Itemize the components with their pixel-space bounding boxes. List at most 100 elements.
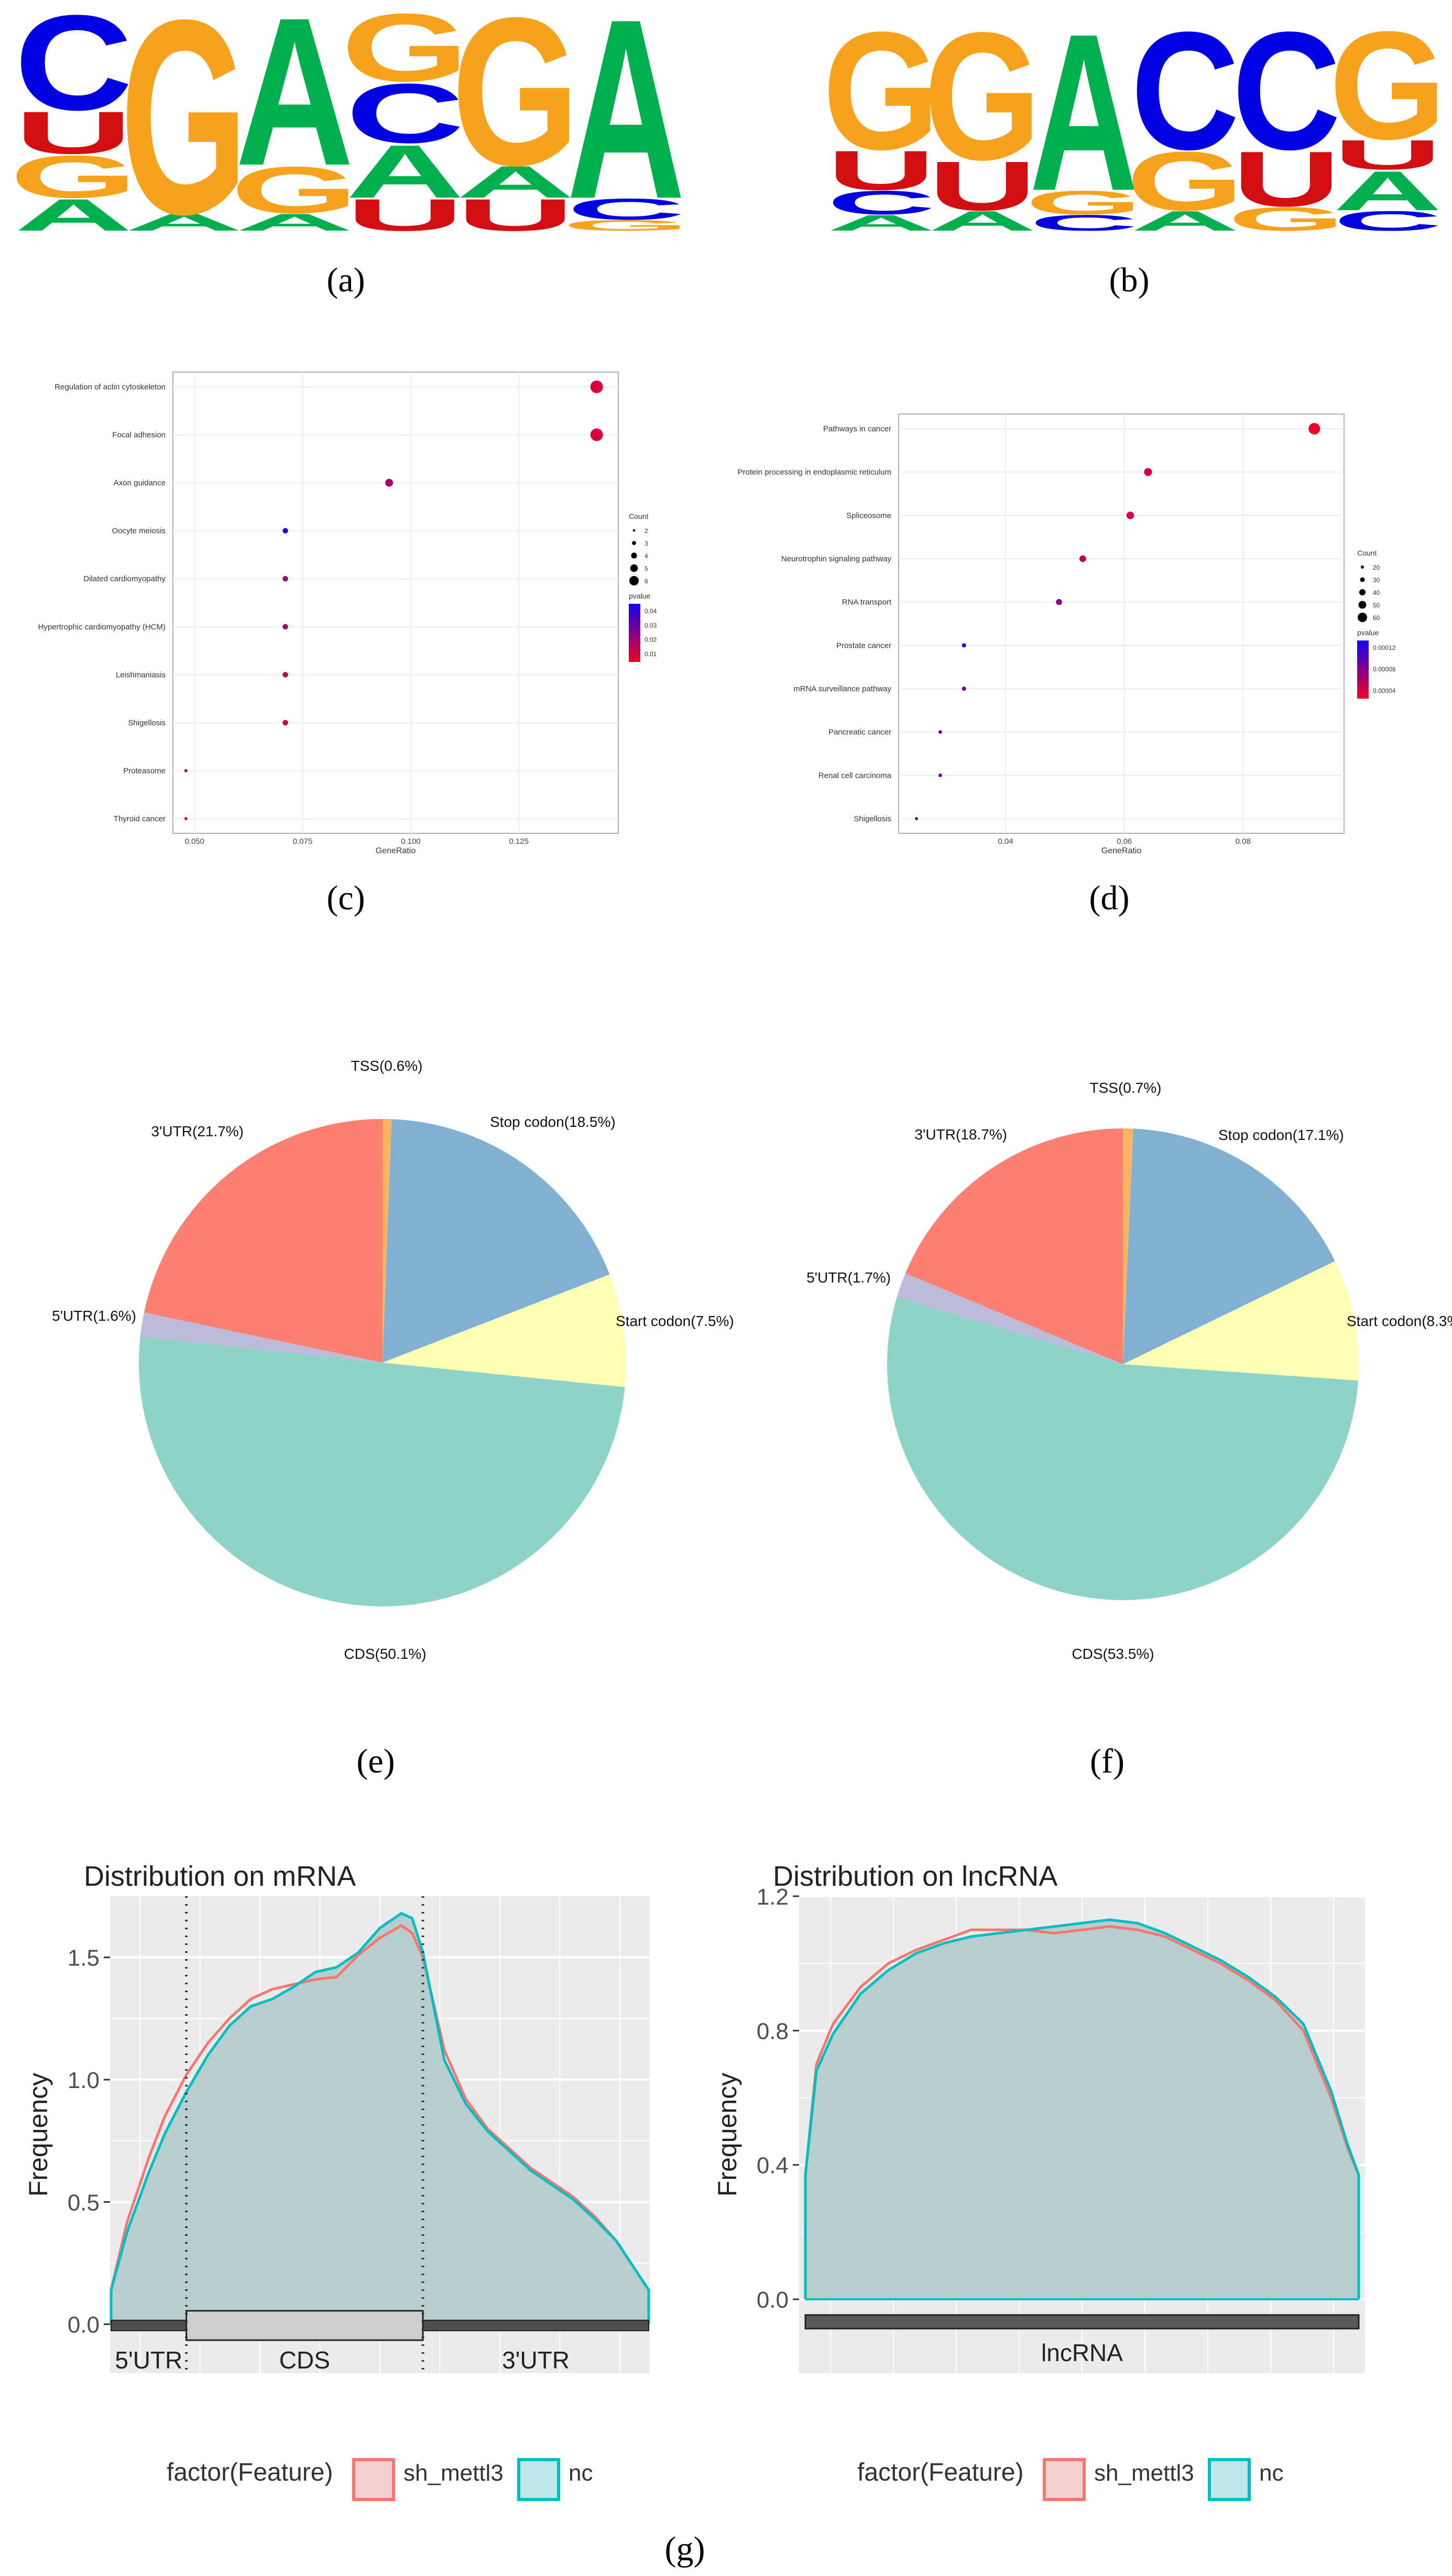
pie-slice-label: 5'UTR(1.7%)	[806, 1269, 891, 1286]
y-category-label: Prostate cancer	[836, 641, 891, 650]
legend-title: factor(Feature)	[167, 2459, 333, 2486]
y-category-label: Leishmaniasis	[116, 670, 166, 679]
data-point	[938, 773, 942, 777]
data-point	[184, 817, 188, 820]
data-point	[282, 624, 288, 630]
pie-slice	[383, 1274, 626, 1387]
pvalue-colorbar-step	[1357, 660, 1369, 664]
pvalue-colorbar-step	[629, 653, 640, 656]
legend-key-sh-mettl3	[1043, 2458, 1086, 2501]
density-fill	[805, 1919, 1359, 2300]
y-category-label: Focal adhesion	[112, 431, 166, 440]
count-legend-key	[631, 552, 637, 559]
y-category-label: Oocyte meiosis	[112, 527, 166, 536]
pvalue-legend-title: pvalue	[1357, 628, 1379, 637]
pvalue-legend-tick: 0.04	[645, 607, 657, 615]
y-tick-label: 0.8	[757, 2018, 789, 2044]
data-point	[1144, 468, 1152, 476]
logo-a-letter-A: A	[235, 0, 354, 210]
logo-b-letter-U: U	[1232, 135, 1340, 223]
pie-slice	[144, 1119, 383, 1363]
y-category-label: Thyroid cancer	[114, 814, 166, 823]
count-legend-key	[630, 564, 638, 572]
y-tick-label: 1.0	[68, 2068, 100, 2093]
logo-a-letter-A: A	[346, 129, 464, 214]
logo-a-letter-G: G	[341, 0, 469, 102]
pvalue-colorbar-step	[1357, 692, 1369, 696]
pie-slice-label: Start codon(7.5%)	[616, 1313, 734, 1329]
pvalue-colorbar-step	[1357, 689, 1369, 693]
y-category-label: Hypertrophic cardiomyopathy (HCM)	[38, 623, 166, 632]
pvalue-legend-tick: 0.00004	[1373, 687, 1396, 694]
pie-slice	[897, 1273, 1123, 1364]
density-plot-mrna: 0.0 0.5 1.0 1.5 Distribution on mRNA Frequenc…	[24, 1861, 650, 2374]
data-point	[282, 528, 288, 534]
logo-b-letter-A: A	[1030, 0, 1138, 238]
region-label: 5'UTR	[115, 2346, 182, 2374]
legend-label-sh-mettl3: sh_mettl3	[1094, 2460, 1194, 2486]
legend-title: factor(Feature)	[857, 2459, 1023, 2486]
pvalue-colorbar-step	[629, 604, 640, 607]
logo-a-letter-G: G	[452, 0, 580, 210]
data-point	[385, 479, 394, 487]
y-category-label: Proteasome	[123, 766, 166, 775]
pie-slice-label: 3'UTR(21.7%)	[151, 1123, 244, 1139]
cds-bar	[185, 2310, 424, 2341]
pvalue-legend-title: pvalue	[629, 592, 650, 600]
logo-a-letter-U: U	[456, 190, 575, 241]
logo-a-letter-A: A	[125, 209, 243, 235]
data-point	[590, 381, 603, 393]
data-point	[915, 817, 918, 820]
y-tick-label: 0.5	[68, 2190, 100, 2215]
logo-a-letter-G: G	[231, 153, 358, 227]
pie-slice	[139, 1336, 625, 1606]
count-legend-label: 30	[1373, 577, 1380, 584]
data-point	[1079, 555, 1086, 562]
data-point	[962, 643, 966, 648]
logo-b-letter-U: U	[928, 147, 1036, 225]
y-category-label: Protein processing in endoplasmic reticu…	[738, 468, 891, 477]
density-fill	[111, 1913, 649, 2324]
data-point	[282, 720, 288, 726]
pvalue-colorbar-step	[629, 658, 640, 662]
pvalue-colorbar-step	[629, 624, 640, 627]
logo-b-letter-U: U	[1334, 131, 1442, 178]
density-line-sh_mettl3	[804, 1925, 1360, 2300]
count-legend-title: Count	[1357, 549, 1377, 557]
panel-label-d: (d)	[1089, 879, 1130, 917]
logo-b-letter-G: G	[1127, 135, 1243, 229]
plot-border	[172, 372, 619, 834]
logo-b-letter-A: A	[1334, 159, 1442, 222]
count-legend-key	[1360, 577, 1365, 582]
pvalue-legend-tick: 0.01	[645, 650, 657, 658]
x-tick-label: 0.08	[1236, 837, 1251, 846]
logo-a-letter-C: C	[346, 66, 464, 160]
logo-b-letter-C: C	[1030, 210, 1138, 235]
count-legend-key	[1361, 566, 1364, 569]
pvalue-colorbar-step	[1357, 669, 1369, 673]
legend-feature-right: factor(Feature) sh_mettl3 nc	[857, 2458, 1283, 2501]
kegg-dotplot-d: 0.04 0.06 0.08 GeneRatio Pathways in cancer P…	[738, 414, 1396, 855]
panel-title: Distribution on mRNA	[84, 1861, 356, 1892]
logo-b-letter-A: A	[827, 210, 935, 235]
pvalue-colorbar-step	[1357, 666, 1369, 670]
count-legend-label: 60	[1373, 614, 1380, 622]
logo-b-letter-G: G	[1025, 184, 1142, 222]
x-tick-label: 0.125	[509, 837, 529, 846]
count-legend-label: 3	[645, 540, 648, 547]
pvalue-colorbar-step	[1357, 681, 1369, 684]
x-tick-label: 0.100	[401, 837, 421, 846]
panel-label-e: (e)	[356, 1742, 395, 1780]
data-point	[1308, 423, 1320, 434]
data-point	[938, 730, 942, 734]
pvalue-colorbar-step	[1357, 658, 1369, 661]
pvalue-colorbar-step	[1357, 655, 1369, 658]
panel-label-f: (f)	[1090, 1742, 1125, 1780]
pvalue-colorbar-step	[629, 612, 640, 616]
panel-label-a: (a)	[326, 261, 365, 299]
pvalue-colorbar-step	[1357, 652, 1369, 656]
pie-slice	[905, 1128, 1123, 1364]
logo-a-letter-U: U	[14, 99, 133, 166]
logo-b-letter-U: U	[827, 139, 935, 201]
